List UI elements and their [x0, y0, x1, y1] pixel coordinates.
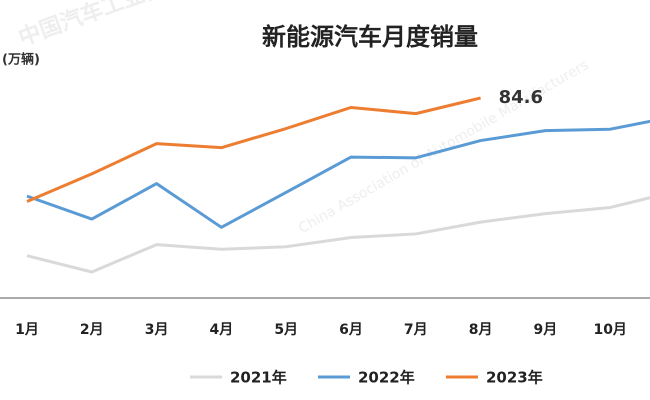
x-tick-label: 9月 — [534, 322, 558, 338]
x-tick-label: 8月 — [469, 322, 493, 338]
x-tick-label: 1月 — [15, 322, 39, 338]
watermark: 中国汽车工业协会 — [15, 0, 189, 51]
x-tick-label: 6月 — [339, 322, 363, 338]
data-label: 84.6 — [499, 87, 543, 108]
x-tick-label: 7月 — [404, 322, 428, 338]
line-series — [26, 96, 481, 203]
x-tick-label: 4月 — [210, 322, 234, 338]
x-tick-label: 5月 — [274, 322, 298, 338]
y-axis-label: (万辆) — [2, 52, 40, 68]
x-tick-label: 3月 — [145, 322, 169, 338]
watermark: China Association of Automobile Manufact… — [296, 57, 592, 237]
legend-label: 2022年 — [358, 369, 415, 387]
chart-title: 新能源汽车月度销量 — [262, 23, 478, 51]
legend-label: 2023年 — [486, 369, 543, 387]
legend-label: 2021年 — [230, 369, 287, 387]
line-series — [26, 196, 650, 274]
x-tick-label: 2月 — [80, 322, 104, 338]
x-tick-label: 10月 — [593, 322, 626, 338]
line-series — [26, 119, 650, 229]
